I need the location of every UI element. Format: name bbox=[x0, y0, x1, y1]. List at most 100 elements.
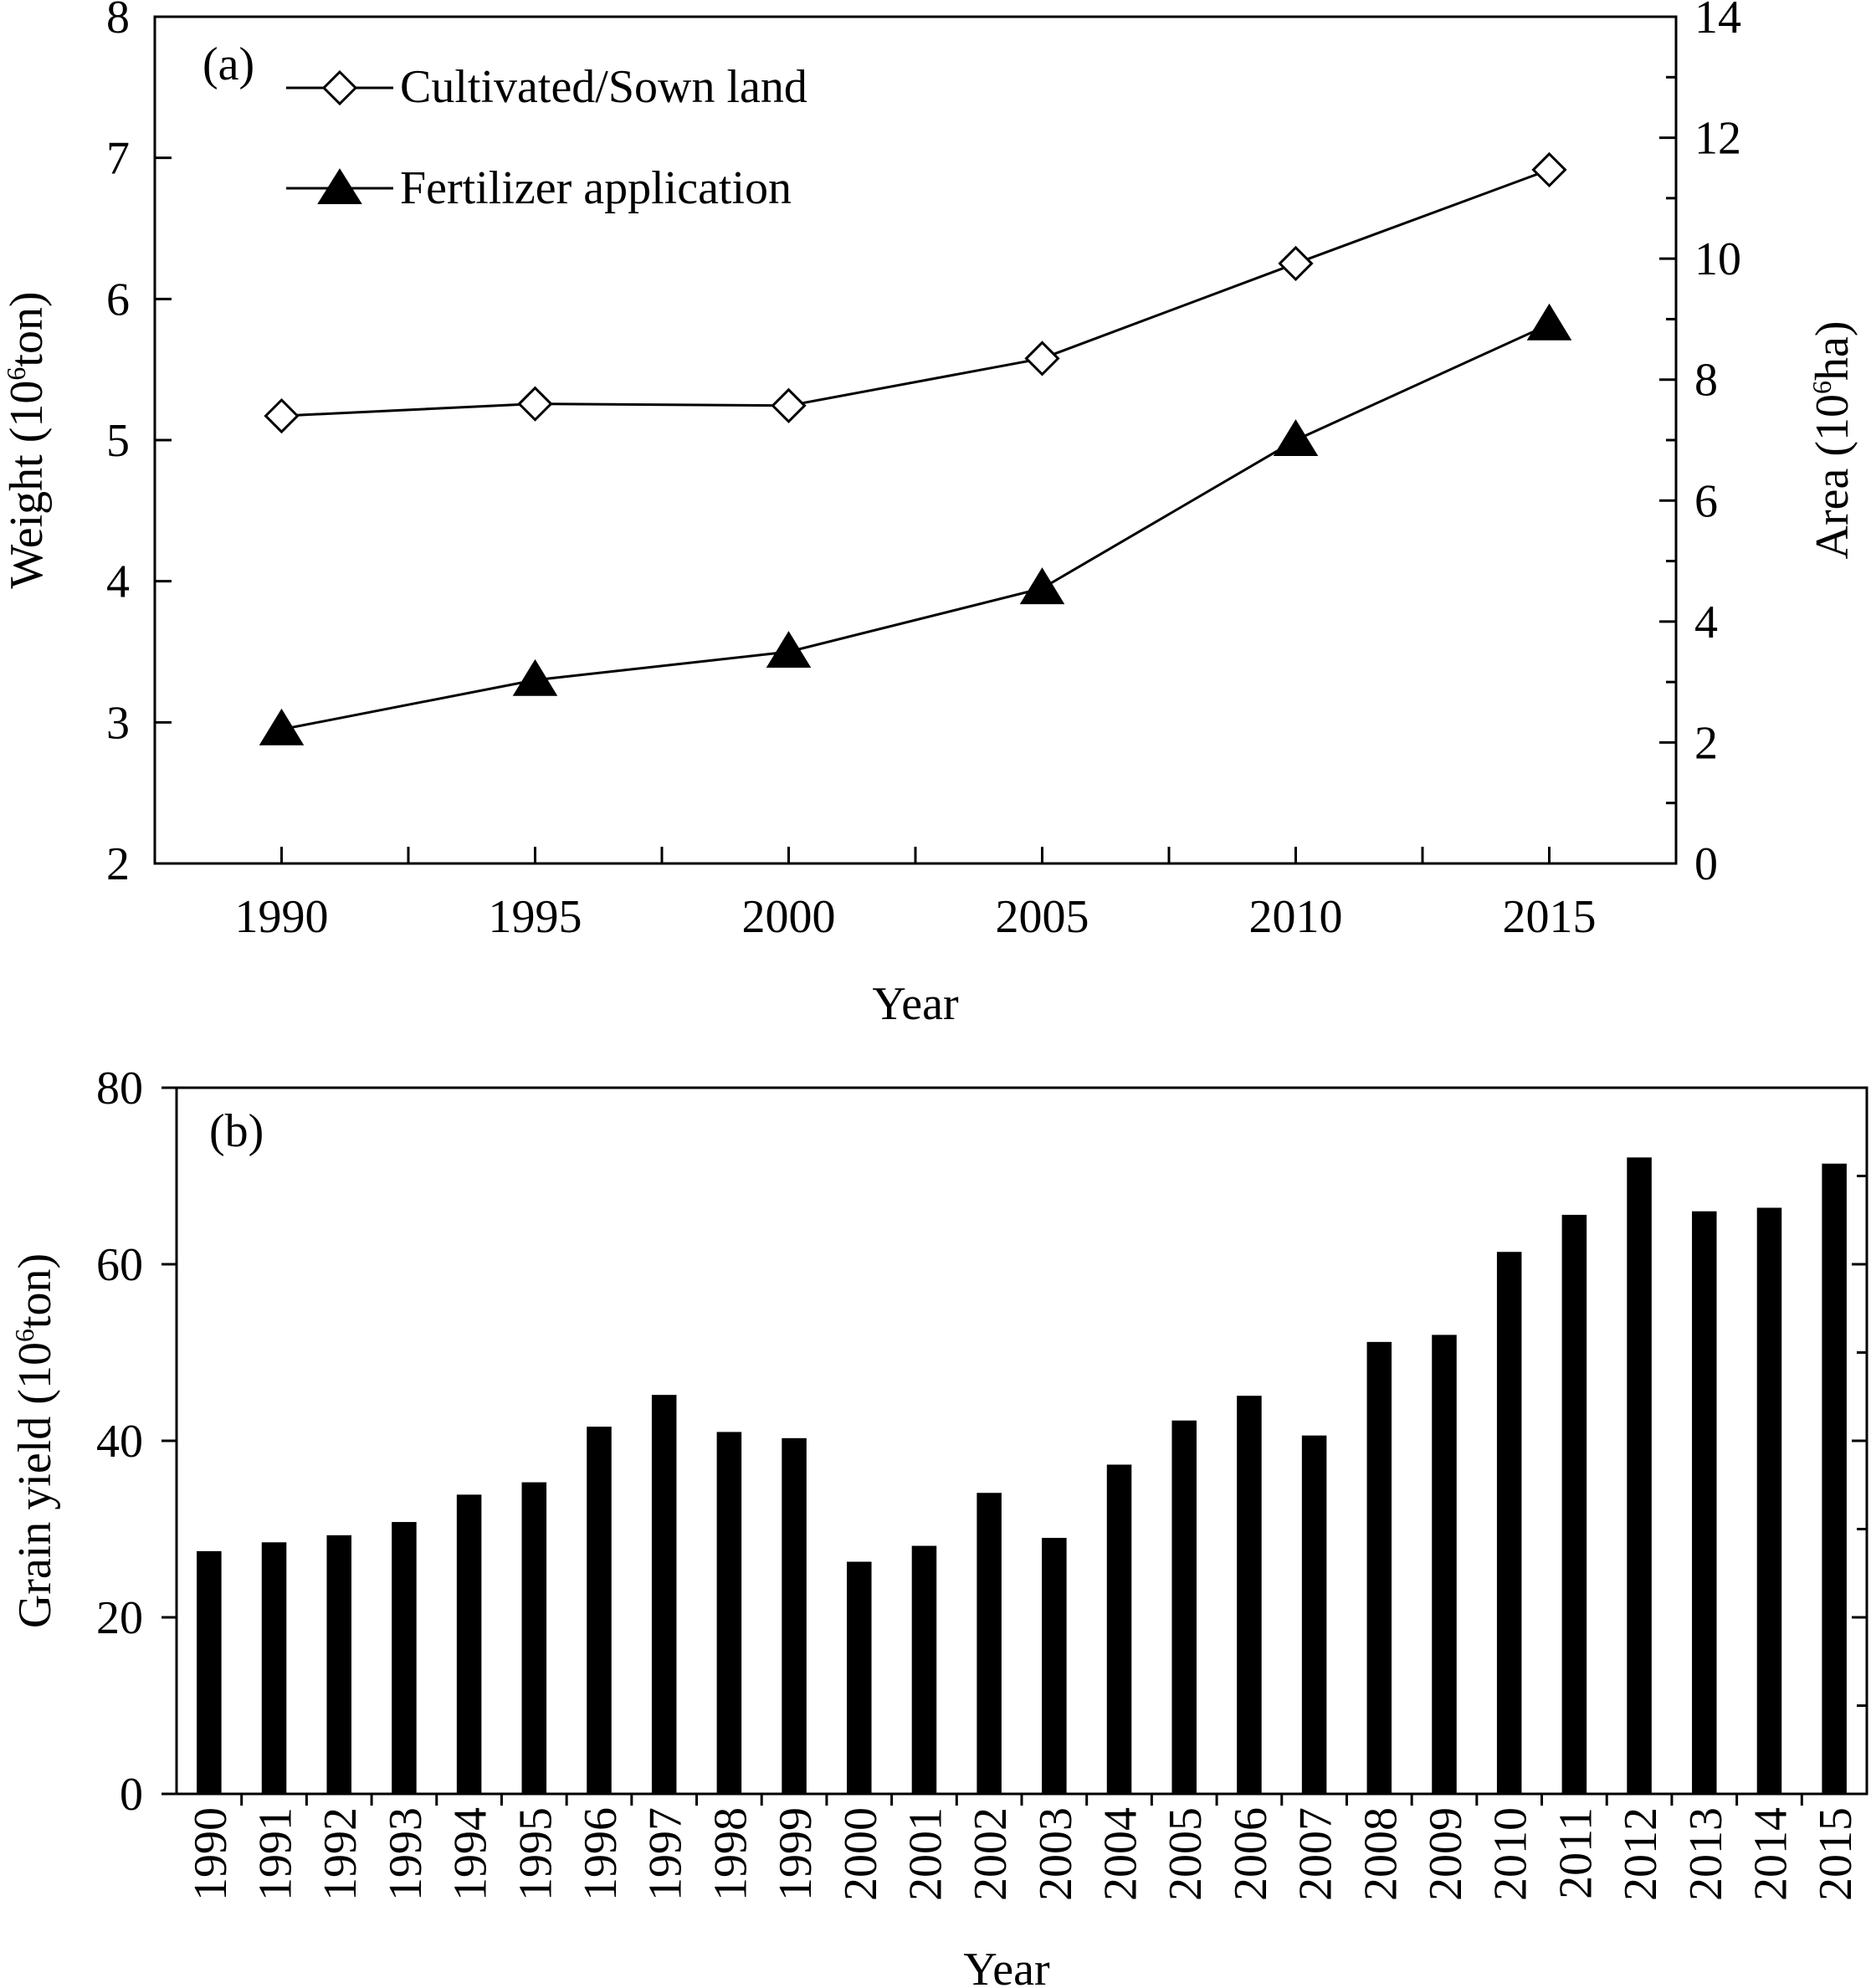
x-tick-label-1995: 1995 bbox=[510, 1807, 561, 1901]
right-y-tick-label-8: 8 bbox=[1694, 355, 1718, 407]
triangle-marker-2015 bbox=[1526, 303, 1572, 341]
x-tick-label-2009: 2009 bbox=[1420, 1807, 1472, 1901]
x-tick-label-1995: 1995 bbox=[489, 891, 582, 943]
panel-a-left-y-label-superscript: 6 bbox=[1, 367, 31, 381]
panel-a-left-y-label-end: ton) bbox=[1, 291, 53, 366]
y-tick-label-80: 80 bbox=[96, 1063, 143, 1114]
bar-2007 bbox=[1301, 1435, 1327, 1794]
x-tick-label-1993: 1993 bbox=[380, 1807, 432, 1901]
panel-a-legend: Cultivated/Sown land Fertilizer applicat… bbox=[286, 61, 807, 214]
y-tick-label-40: 40 bbox=[96, 1416, 143, 1468]
right-y-tick-label-2: 2 bbox=[1694, 717, 1718, 769]
bar-2008 bbox=[1366, 1341, 1392, 1794]
bar-1997 bbox=[651, 1395, 677, 1794]
panel-a-axes: 1990 1995 2000 2005 2010 2015 2 3 4 5 6 7 8 0 2 4 6 8 10 12… bbox=[106, 0, 1741, 943]
x-tick-label-2001: 2001 bbox=[900, 1807, 951, 1901]
panel-b-y-label-superscript: 6 bbox=[9, 1329, 39, 1342]
bar-1998 bbox=[716, 1432, 742, 1794]
panel-a-left-y-axis-label: Weight (106ton) bbox=[1, 291, 53, 588]
bar-2002 bbox=[977, 1493, 1002, 1794]
bar-1991 bbox=[261, 1542, 287, 1794]
bar-1996 bbox=[587, 1427, 612, 1794]
triangle-marker-2010 bbox=[1273, 419, 1319, 456]
bar-1995 bbox=[521, 1482, 547, 1794]
panel-a-right-y-label-end: ha) bbox=[1807, 321, 1858, 382]
triangle-marker-1995 bbox=[512, 658, 558, 696]
bar-2001 bbox=[911, 1545, 937, 1794]
left-y-tick-label-2: 2 bbox=[106, 838, 130, 890]
x-tick-label-1994: 1994 bbox=[445, 1807, 497, 1901]
y-tick-label-60: 60 bbox=[96, 1239, 143, 1291]
bar-1999 bbox=[782, 1437, 807, 1794]
panel-b: (b) 0 20 40 60 80 1990 1991 1992 1993 1994 1995 199… bbox=[9, 1063, 1868, 1988]
bar-1990 bbox=[197, 1550, 222, 1794]
bar-2005 bbox=[1171, 1420, 1197, 1794]
legend-label-fertilizer: Fertilizer application bbox=[400, 162, 792, 214]
diamond-marker-2005 bbox=[1024, 341, 1060, 377]
panel-a-left-y-label-main: Weight (10 bbox=[1, 381, 53, 589]
x-tick-label-2013: 2013 bbox=[1680, 1807, 1732, 1901]
bar-2009 bbox=[1432, 1335, 1457, 1794]
panel-b-y-label-main: Grain yield (10 bbox=[9, 1342, 61, 1628]
x-tick-label-2005: 2005 bbox=[1160, 1807, 1212, 1901]
x-tick-label-2000: 2000 bbox=[835, 1807, 887, 1901]
series-line-0 bbox=[281, 168, 1551, 418]
right-y-tick-label-4: 4 bbox=[1694, 597, 1718, 648]
left-y-tick-label-7: 7 bbox=[106, 133, 130, 185]
panel-b-plot-frame bbox=[175, 1086, 1868, 1796]
left-y-tick-label-3: 3 bbox=[106, 697, 130, 749]
bar-1993 bbox=[392, 1522, 417, 1794]
bar-2015 bbox=[1822, 1163, 1847, 1794]
x-tick-label-2000: 2000 bbox=[742, 891, 836, 943]
bar-2013 bbox=[1692, 1211, 1717, 1794]
right-y-tick-label-0: 0 bbox=[1694, 838, 1718, 890]
panel-a-right-y-label-main: Area (10 bbox=[1807, 394, 1858, 559]
x-tick-label-1998: 1998 bbox=[705, 1807, 756, 1901]
diamond-marker-2015 bbox=[1531, 151, 1567, 188]
bar-1994 bbox=[456, 1494, 482, 1794]
right-y-tick-label-14: 14 bbox=[1694, 0, 1741, 44]
triangle-marker-2005 bbox=[1019, 567, 1065, 605]
bar-2012 bbox=[1627, 1157, 1652, 1794]
panel-a-series-lines bbox=[281, 168, 1551, 731]
bar-2006 bbox=[1237, 1396, 1262, 1794]
x-tick-label-2012: 2012 bbox=[1615, 1807, 1667, 1901]
right-y-tick-label-10: 10 bbox=[1694, 233, 1741, 285]
panel-b-y-axis-label: Grain yield (106ton) bbox=[9, 1253, 61, 1628]
panel-a-plot-frame bbox=[153, 15, 1678, 865]
series-line-1 bbox=[281, 323, 1551, 731]
right-y-tick-label-12: 12 bbox=[1694, 113, 1741, 165]
diamond-marker-2000 bbox=[771, 387, 807, 423]
y-tick-label-0: 0 bbox=[120, 1769, 143, 1821]
left-y-tick-label-8: 8 bbox=[106, 0, 130, 44]
x-tick-label-1990: 1990 bbox=[235, 891, 329, 943]
y-tick-label-20: 20 bbox=[96, 1592, 143, 1644]
panel-a-x-axis-label: Year bbox=[872, 978, 959, 1030]
diamond-marker-1990 bbox=[264, 397, 300, 434]
x-tick-label-2014: 2014 bbox=[1745, 1807, 1797, 1901]
left-y-tick-label-5: 5 bbox=[106, 415, 130, 467]
x-tick-label-2015: 2015 bbox=[1810, 1807, 1862, 1901]
panel-a-label: (a) bbox=[202, 38, 254, 90]
x-tick-label-1997: 1997 bbox=[640, 1807, 692, 1901]
x-tick-label-2015: 2015 bbox=[1503, 891, 1597, 943]
panel-a-right-y-label-superscript: 6 bbox=[1807, 381, 1837, 394]
bar-2014 bbox=[1756, 1207, 1782, 1794]
diamond-marker-1995 bbox=[517, 386, 553, 422]
panel-b-x-axis-label: Year bbox=[963, 1944, 1050, 1988]
triangle-marker-1990 bbox=[259, 708, 305, 746]
panel-a-markers bbox=[259, 151, 1572, 746]
x-tick-label-2010: 2010 bbox=[1249, 891, 1343, 943]
x-tick-label-1990: 1990 bbox=[185, 1807, 237, 1901]
panel-b-bars bbox=[197, 1157, 1847, 1794]
legend-marker-triangle bbox=[317, 168, 362, 204]
left-y-tick-label-6: 6 bbox=[106, 274, 130, 325]
panel-a: (a) 1990 1995 2000 2005 2010 2015 2 3 4 5 6 7 8 0 2 4 6 8… bbox=[1, 0, 1858, 1030]
diamond-marker-2010 bbox=[1278, 245, 1314, 282]
legend-marker-diamond bbox=[321, 69, 358, 106]
x-tick-label-1996: 1996 bbox=[575, 1807, 627, 1901]
right-y-tick-label-6: 6 bbox=[1694, 475, 1718, 527]
x-tick-label-2008: 2008 bbox=[1355, 1807, 1407, 1901]
